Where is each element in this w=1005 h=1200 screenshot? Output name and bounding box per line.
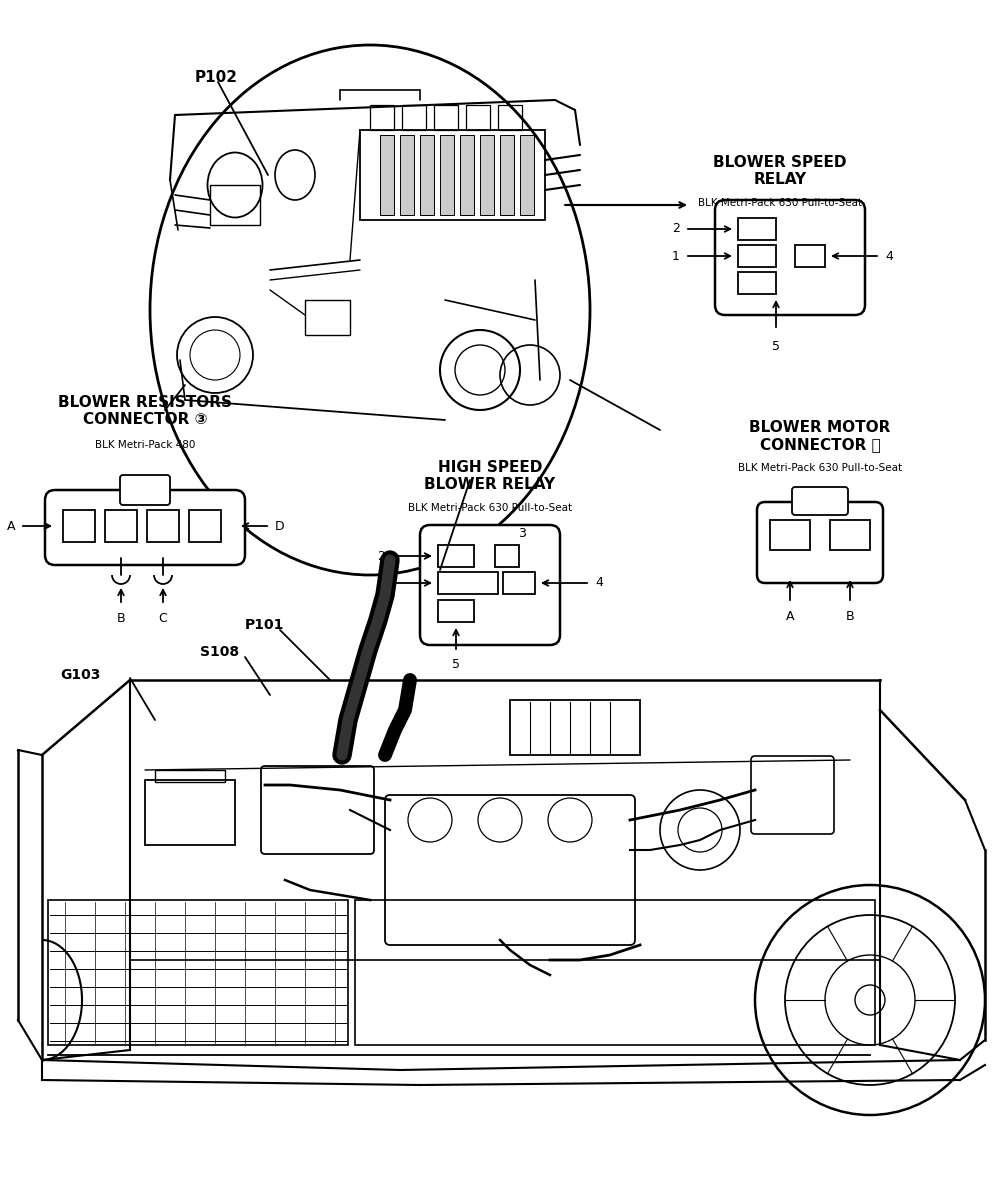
Text: BLK Metri-Pack 630 Pull-to-Seat: BLK Metri-Pack 630 Pull-to-Seat (697, 198, 862, 208)
Text: BLK Metri-Pack 630 Pull-to-Seat: BLK Metri-Pack 630 Pull-to-Seat (738, 463, 902, 473)
Bar (48, 900, 348, 1045)
Text: BLOWER MOTOR
CONNECTOR ⓤ: BLOWER MOTOR CONNECTOR ⓤ (750, 420, 890, 452)
Bar (466, 104, 490, 130)
Bar (210, 185, 260, 226)
Bar (480, 134, 494, 215)
Bar (147, 510, 179, 542)
Text: 3: 3 (518, 527, 526, 540)
Bar (440, 134, 454, 215)
Bar (795, 245, 825, 266)
Bar (360, 130, 545, 220)
Bar (500, 134, 514, 215)
FancyBboxPatch shape (792, 487, 848, 515)
Bar (495, 545, 519, 566)
Text: 5: 5 (772, 340, 780, 353)
Bar (738, 272, 776, 294)
Text: 4: 4 (595, 576, 603, 589)
Text: 4: 4 (885, 250, 892, 263)
Text: BLOWER RESISTORS
CONNECTOR ③: BLOWER RESISTORS CONNECTOR ③ (58, 395, 232, 427)
Bar (498, 104, 522, 130)
Text: BLK Metri-Pack 480: BLK Metri-Pack 480 (94, 440, 195, 450)
Text: A: A (786, 610, 794, 623)
Text: G103: G103 (60, 668, 100, 682)
Text: A: A (6, 520, 15, 533)
Text: HIGH SPEED
BLOWER RELAY: HIGH SPEED BLOWER RELAY (424, 460, 556, 492)
Text: P101: P101 (245, 618, 284, 632)
Text: B: B (845, 610, 854, 623)
Bar (155, 770, 225, 782)
Text: P102: P102 (195, 70, 238, 85)
Bar (438, 545, 474, 566)
Text: BLOWER SPEED
RELAY: BLOWER SPEED RELAY (714, 155, 847, 187)
Bar (402, 104, 426, 130)
Text: 1: 1 (377, 576, 385, 589)
Bar (63, 510, 95, 542)
Bar (145, 780, 235, 845)
Bar (438, 572, 498, 594)
Text: 2: 2 (672, 222, 680, 235)
FancyBboxPatch shape (45, 490, 245, 565)
Bar (438, 600, 474, 622)
Bar (189, 510, 221, 542)
Bar (502, 572, 535, 594)
Text: BLK Metri-Pack 630 Pull-to-Seat: BLK Metri-Pack 630 Pull-to-Seat (408, 503, 572, 514)
Bar (370, 104, 394, 130)
Text: 2: 2 (377, 550, 385, 563)
Bar (770, 520, 810, 550)
FancyBboxPatch shape (120, 475, 170, 505)
FancyBboxPatch shape (420, 526, 560, 646)
Text: 1: 1 (672, 250, 680, 263)
Bar (460, 134, 474, 215)
Bar (400, 134, 414, 215)
Bar (738, 245, 776, 266)
Bar (380, 134, 394, 215)
Text: S108: S108 (200, 646, 239, 659)
Bar (355, 900, 875, 1045)
Bar (520, 134, 534, 215)
Text: D: D (275, 520, 284, 533)
FancyBboxPatch shape (715, 200, 865, 314)
Bar (830, 520, 870, 550)
Text: C: C (159, 612, 168, 625)
Text: 5: 5 (452, 658, 460, 671)
FancyBboxPatch shape (757, 502, 883, 583)
Bar (434, 104, 458, 130)
Bar (305, 300, 350, 335)
Text: B: B (117, 612, 126, 625)
Bar (420, 134, 434, 215)
Bar (738, 218, 776, 240)
Bar (105, 510, 137, 542)
Bar (510, 700, 640, 755)
